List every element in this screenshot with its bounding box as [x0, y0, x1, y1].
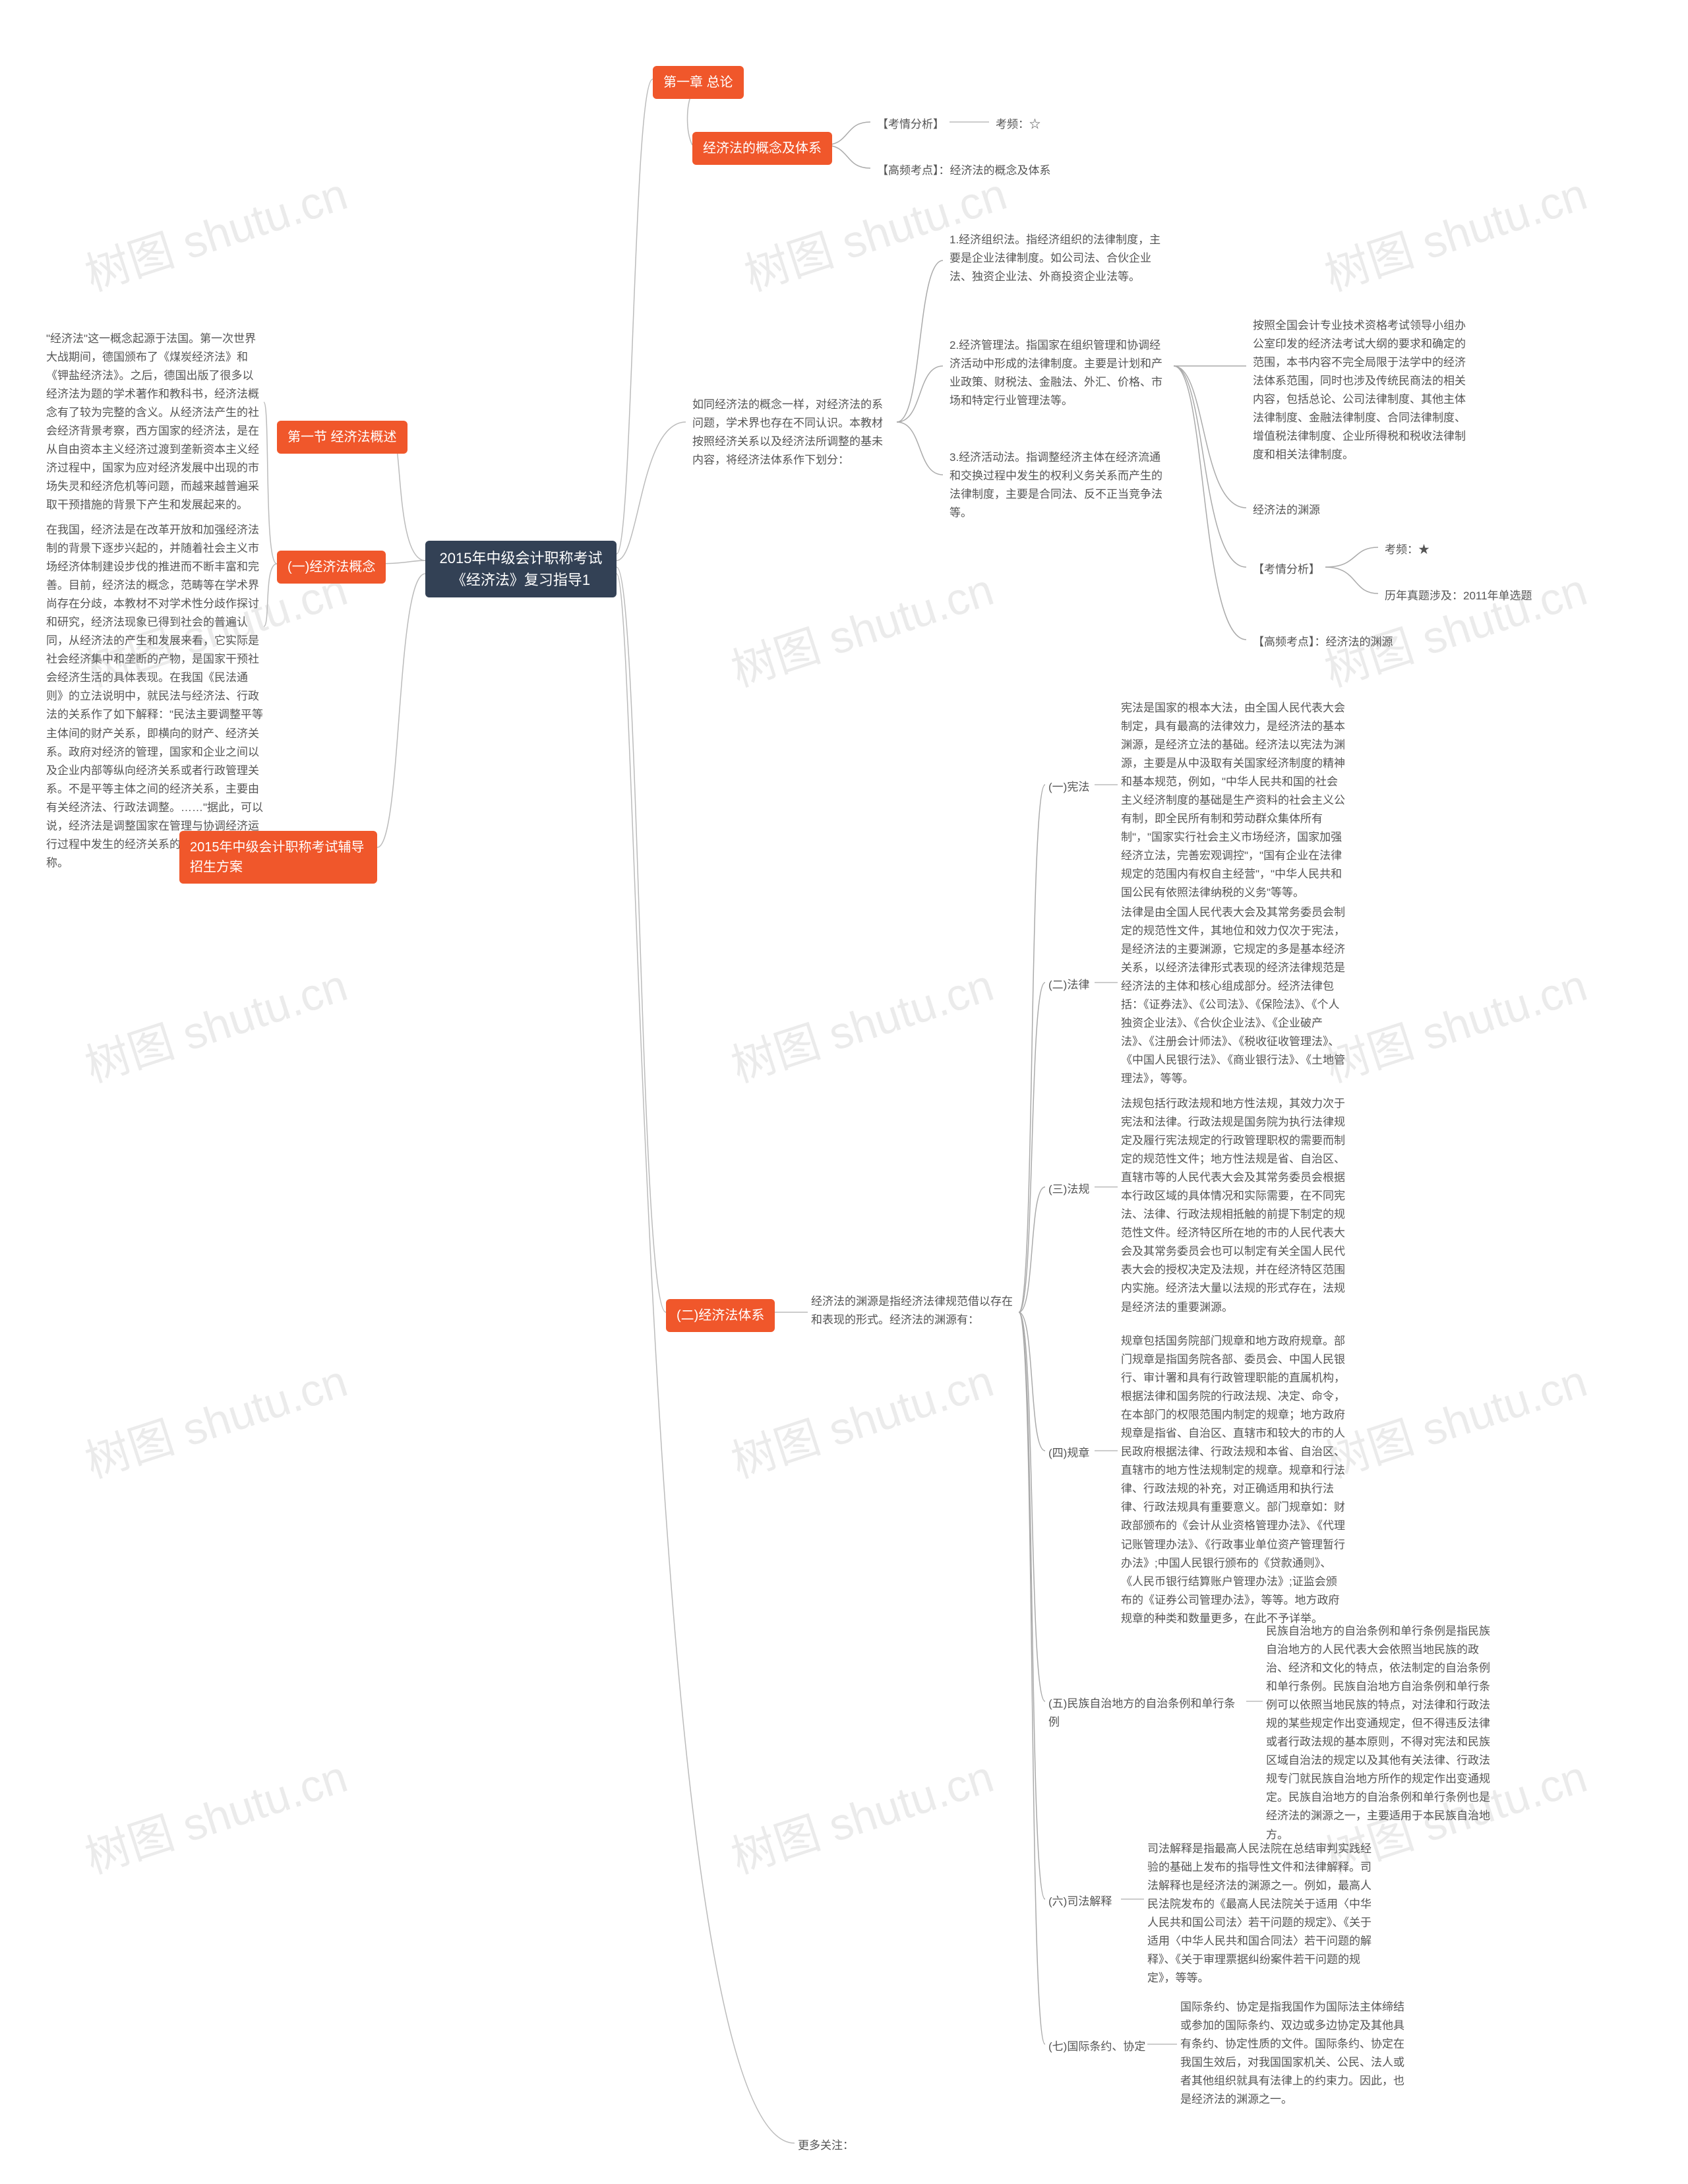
watermark: 树图 shutu.cn: [1315, 1345, 1594, 1490]
concept-para2: 在我国，经济法是在改革开放和加强经济法制的背景下逐步兴起的，并随着社会主义市场经…: [46, 521, 264, 872]
chapter1-node[interactable]: 第一章 总论: [653, 66, 744, 99]
concept-label: (一)经济法概念: [287, 560, 375, 574]
origin-high: 【高频考点】：经济法的渊源: [1253, 633, 1393, 652]
src5-text: 民族自治地方的自治条例和单行条例是指民族自治地方的人民代表大会依照当地民族的政治…: [1266, 1622, 1490, 1844]
analysis-label: 【考情分析】: [877, 115, 944, 134]
watermark: 树图 shutu.cn: [722, 1740, 1000, 1886]
watermark: 树图 shutu.cn: [76, 158, 354, 303]
root-label: 2015年中级会计职称考试《经济法》复习指导1: [440, 550, 603, 588]
src4-label: (四)规章: [1048, 1444, 1089, 1463]
origin-analysis: 【考情分析】: [1253, 561, 1320, 579]
system-node[interactable]: (二)经济法体系: [666, 1299, 775, 1332]
concept-intro: 如同经济法的概念一样，对经济法的系问题，学术界也存在不同认识。本教材按照经济关系…: [692, 396, 890, 470]
more-label: 更多关注：: [798, 2137, 854, 2155]
concept-para1: "经济法"这一概念起源于法国。第一次世界大战期间，德国颁布了《煤炭经济法》和《钾…: [46, 330, 264, 514]
watermark: 树图 shutu.cn: [1315, 949, 1594, 1095]
watermark: 树图 shutu.cn: [76, 949, 354, 1095]
origin-def: 经济法的渊源是指经济法律规范借以存在和表现的形式。经济法的渊源有：: [811, 1292, 1015, 1329]
origin-label: 经济法的渊源: [1253, 501, 1320, 520]
watermark: 树图 shutu.cn: [76, 1740, 354, 1886]
watermark: 树图 shutu.cn: [76, 1345, 354, 1490]
src1-label: (一)宪法: [1048, 778, 1089, 797]
cls1: 1.经济组织法。指经济组织的法律制度，主要是企业法律制度。如公司法、合伙企业法、…: [950, 231, 1167, 286]
src7-text: 国际条约、协定是指我国作为国际法主体缔结或参加的国际条约、双边或多边协定及其他具…: [1180, 1998, 1404, 2109]
origin-note: 按照全国会计专业技术资格考试领导小组办公室印发的经济法考试大纲的要求和确定的范围…: [1253, 317, 1470, 464]
system-label: (二)经济法体系: [677, 1308, 764, 1323]
src7-label: (七)国际条约、协定: [1048, 2038, 1145, 2056]
watermark: 树图 shutu.cn: [1315, 158, 1594, 303]
exam-freq: 考频：☆: [996, 115, 1040, 134]
src2-label: (二)法律: [1048, 976, 1089, 994]
concept-system-label: 经济法的概念及体系: [703, 141, 822, 156]
recruit-label: 2015年中级会计职称考试辅导招生方案: [190, 840, 365, 874]
cls3: 3.经济活动法。指调整经济主体在经济流通和交换过程中发生的权利义务关系而产生的法…: [950, 448, 1167, 522]
chapter1-label: 第一章 总论: [663, 75, 733, 90]
src5-label: (五)民族自治地方的自治条例和单行条例: [1048, 1695, 1246, 1732]
origin-freq: 考频：★: [1385, 541, 1430, 559]
src3-text: 法规包括行政法规和地方性法规，其效力次于宪法和法律。行政法规是国务院为执行法律规…: [1121, 1095, 1345, 1317]
recruit-node[interactable]: 2015年中级会计职称考试辅导招生方案: [179, 831, 377, 884]
concept-system-node[interactable]: 经济法的概念及体系: [692, 132, 832, 165]
src4-text: 规章包括国务院部门规章和地方政府规章。部门规章是指国务院各部、委员会、中国人民银…: [1121, 1332, 1345, 1628]
src6-label: (六)司法解释: [1048, 1893, 1112, 1911]
concept-node[interactable]: (一)经济法概念: [277, 551, 386, 584]
src2-text: 法律是由全国人民代表大会及其常务委员会制定的规范性文件，其地位和效力仅次于宪法，…: [1121, 903, 1345, 1088]
src6-text: 司法解释是指最高人民法院在总结审判实践经验的基础上发布的指导性文件和法律解释。司…: [1147, 1840, 1372, 1987]
cls2: 2.经济管理法。指国家在组织管理和协调经济活动中形成的法律制度。主要是计划和产业…: [950, 336, 1167, 410]
src3-label: (三)法规: [1048, 1180, 1089, 1199]
watermark: 树图 shutu.cn: [722, 553, 1000, 699]
watermark: 树图 shutu.cn: [1315, 553, 1594, 699]
high-point: 【高频考点】：经济法的概念及体系: [877, 162, 1051, 180]
section1-label: 第一节 经济法概述: [287, 430, 397, 444]
watermark: 树图 shutu.cn: [722, 1345, 1000, 1490]
root-node[interactable]: 2015年中级会计职称考试《经济法》复习指导1: [425, 541, 617, 597]
watermark: 树图 shutu.cn: [722, 949, 1000, 1095]
origin-past: 历年真题涉及：2011年单选题: [1385, 587, 1532, 605]
section1-node[interactable]: 第一节 经济法概述: [277, 421, 407, 454]
src1-text: 宪法是国家的根本大法，由全国人民代表大会制定，具有最高的法律效力，是经济法的基本…: [1121, 699, 1345, 903]
